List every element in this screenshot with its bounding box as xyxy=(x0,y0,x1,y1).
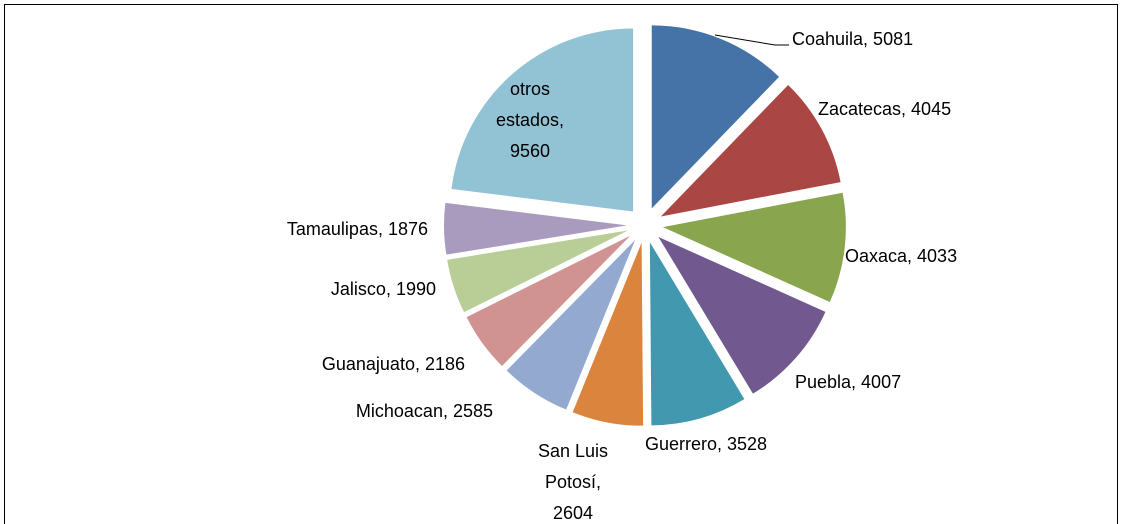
data-label: Michoacan, 2585 xyxy=(356,401,493,421)
data-label: Tamaulipas, 1876 xyxy=(287,219,428,239)
pie-slice xyxy=(658,236,826,394)
data-label: Zacatecas, 4045 xyxy=(818,99,951,119)
pie-slice xyxy=(649,242,745,426)
data-label: San Luis Potosí, 2604 xyxy=(538,441,608,523)
pie-slice xyxy=(506,240,636,410)
pie-slice xyxy=(651,25,780,209)
leader-line xyxy=(714,34,789,46)
pie-slice xyxy=(660,84,841,217)
pie-slice xyxy=(572,242,644,426)
data-label: Coahuila, 5081 xyxy=(792,29,913,49)
pie-slice xyxy=(447,230,628,313)
pie-slice xyxy=(451,28,634,212)
data-label: Guerrero, 3528 xyxy=(645,434,767,454)
data-label: otros estados, 9560 xyxy=(496,79,564,161)
data-label: Oaxaca, 4033 xyxy=(845,246,957,266)
data-label: Jalisco, 1990 xyxy=(331,279,436,299)
data-label: Guanajuato, 2186 xyxy=(322,354,465,374)
pie-slice xyxy=(662,192,846,303)
pie-slice xyxy=(466,235,631,366)
pie-slice xyxy=(444,202,628,255)
data-label: Puebla, 4007 xyxy=(795,372,901,392)
